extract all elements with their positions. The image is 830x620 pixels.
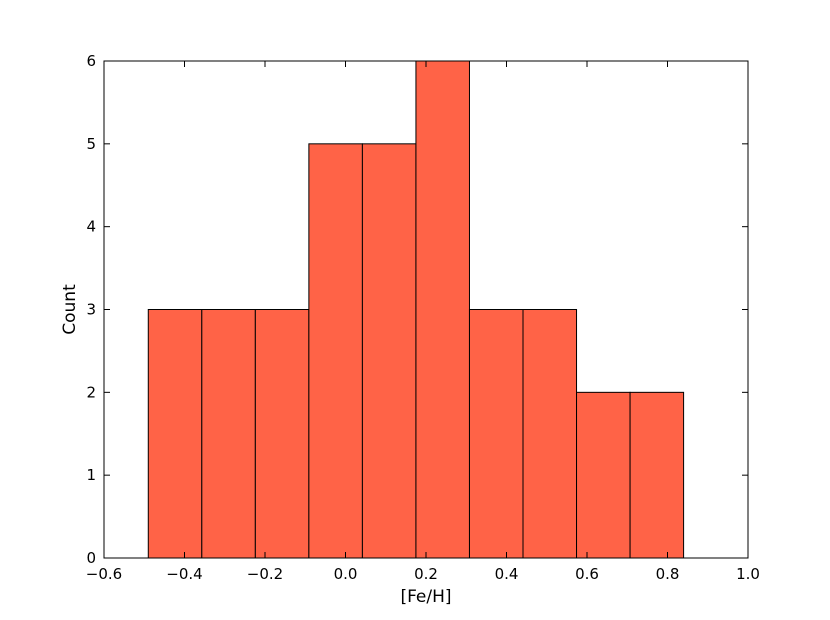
histogram-bar — [147, 309, 203, 559]
histogram-bar — [522, 309, 578, 559]
x-tick-label: 1.0 — [736, 565, 760, 583]
x-tick-label: 0.0 — [334, 565, 358, 583]
x-tick-label: 0.4 — [495, 565, 519, 583]
y-tick-label: 2 — [86, 383, 96, 401]
y-tick-label: 0 — [86, 549, 96, 567]
y-tick-label: 6 — [86, 52, 96, 70]
ticks-group: −0.6 −0.4 −0.2 0.0 0.2 0.4 0.6 0.8 1.0 0 1 2 3 4 5 6 — [86, 52, 760, 583]
histogram-bar — [629, 391, 685, 559]
bars-group — [147, 60, 685, 559]
x-tick-label: −0.4 — [166, 565, 202, 583]
x-tick-label: −0.6 — [86, 565, 122, 583]
histogram-bar — [415, 60, 470, 559]
y-tick-label: 1 — [86, 466, 96, 484]
histogram-bar — [361, 143, 417, 559]
histogram-bar — [468, 309, 524, 559]
x-axis-label: [Fe/H] — [400, 587, 451, 607]
y-axis-label: Count — [60, 284, 80, 335]
histogram-bar — [576, 391, 631, 559]
y-tick-label: 4 — [86, 218, 96, 236]
x-tick-label: 0.6 — [575, 565, 599, 583]
x-tick-label: −0.2 — [247, 565, 283, 583]
histogram-bar — [308, 143, 363, 559]
histogram-bar — [201, 309, 256, 559]
y-tick-label: 5 — [86, 135, 96, 153]
x-tick-label: 0.2 — [414, 565, 438, 583]
plot-frame — [103, 60, 749, 559]
histogram-bar — [254, 309, 310, 559]
y-tick-label: 3 — [86, 301, 96, 319]
x-tick-label: 0.8 — [656, 565, 680, 583]
